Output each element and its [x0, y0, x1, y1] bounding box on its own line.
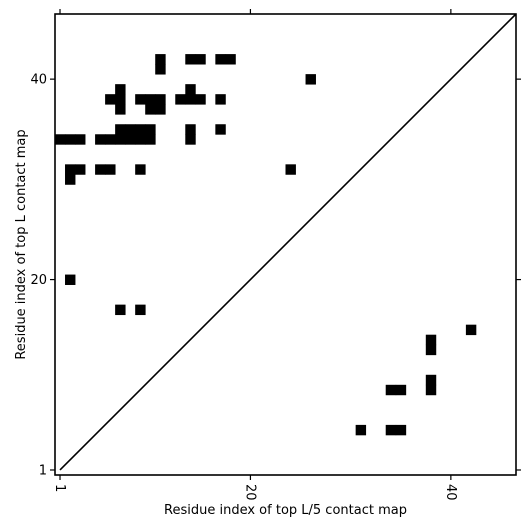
contact-cell-upper [65, 174, 76, 185]
contact-cell-upper [185, 54, 196, 65]
contact-cell-upper [135, 164, 146, 175]
contact-cell-upper [115, 94, 126, 105]
contact-cell-upper [195, 54, 206, 65]
contact-cell-upper [115, 124, 126, 135]
contact-cell-upper [65, 134, 76, 145]
x-tick-label: 1 [52, 484, 67, 492]
contact-cell-lower [355, 424, 367, 436]
y-tick-label: 1 [39, 463, 47, 478]
contact-cell-lower [385, 384, 397, 396]
contact-cell-upper [115, 84, 126, 95]
contact-cell-upper [55, 134, 66, 145]
contact-cell-upper [145, 94, 156, 105]
contact-cell-lower [425, 334, 437, 346]
contact-cell-upper [105, 134, 116, 145]
contact-cell-lower [395, 384, 407, 396]
contact-cell-upper [105, 94, 116, 105]
contact-cell-upper [135, 94, 146, 105]
contact-cell-upper [65, 274, 76, 285]
contact-cell-upper [75, 134, 86, 145]
y-tick-label: 40 [30, 73, 47, 88]
contact-cell-upper [145, 124, 156, 135]
contact-cell-upper [215, 94, 226, 105]
contact-cells [55, 54, 477, 436]
contact-cell-upper [115, 304, 126, 316]
contact-cell-upper [65, 164, 76, 175]
contact-cell-lower [385, 424, 397, 436]
contact-cell-upper [95, 134, 106, 145]
x-tick-label: 40 [443, 484, 458, 501]
contact-cell-upper [215, 54, 226, 65]
contact-cell-upper [135, 134, 146, 145]
axis-ticks: 1 20 40 1 20 40 [30, 9, 521, 501]
contact-cell-lower [425, 374, 437, 386]
contact-cell-upper [285, 164, 296, 175]
contact-cell-upper [305, 74, 316, 85]
diagonal-line [59, 13, 517, 471]
contact-cell-upper [115, 104, 126, 115]
contact-cell-upper [185, 84, 196, 95]
contact-cell-upper [185, 124, 196, 135]
contact-cell-upper [185, 134, 196, 145]
contact-cell-upper [195, 94, 206, 105]
contact-cell-lower [395, 424, 407, 436]
contact-cell-upper [155, 54, 166, 65]
contact-cell-upper [135, 304, 146, 316]
y-tick-label: 20 [30, 273, 47, 288]
contact-cell-upper [95, 164, 106, 175]
contact-cell-upper [155, 94, 166, 105]
contact-cell-upper [225, 54, 236, 65]
contact-cell-upper [115, 134, 126, 145]
y-axis-label: Residue index of top L contact map [14, 129, 29, 359]
contact-cell-upper [135, 124, 146, 135]
contact-cell-upper [105, 164, 116, 175]
x-tick-label: 20 [242, 484, 257, 501]
contact-cell-upper [155, 104, 166, 115]
contact-cell-upper [75, 164, 86, 175]
contact-cell-upper [125, 124, 136, 135]
x-axis-label: Residue index of top L/5 contact map [164, 503, 407, 518]
contact-cell-lower [465, 324, 477, 336]
contact-cell-upper [175, 94, 186, 105]
contact-cell-upper [145, 134, 156, 145]
contact-cell-upper [185, 94, 196, 105]
contact-cell-upper [125, 134, 136, 145]
contact-cell-lower [425, 384, 437, 396]
contact-cell-upper [145, 104, 156, 115]
contact-cell-upper [215, 124, 226, 135]
contact-cell-upper [155, 64, 166, 75]
plot-frame [54, 13, 517, 476]
contact-cell-lower [425, 344, 437, 356]
